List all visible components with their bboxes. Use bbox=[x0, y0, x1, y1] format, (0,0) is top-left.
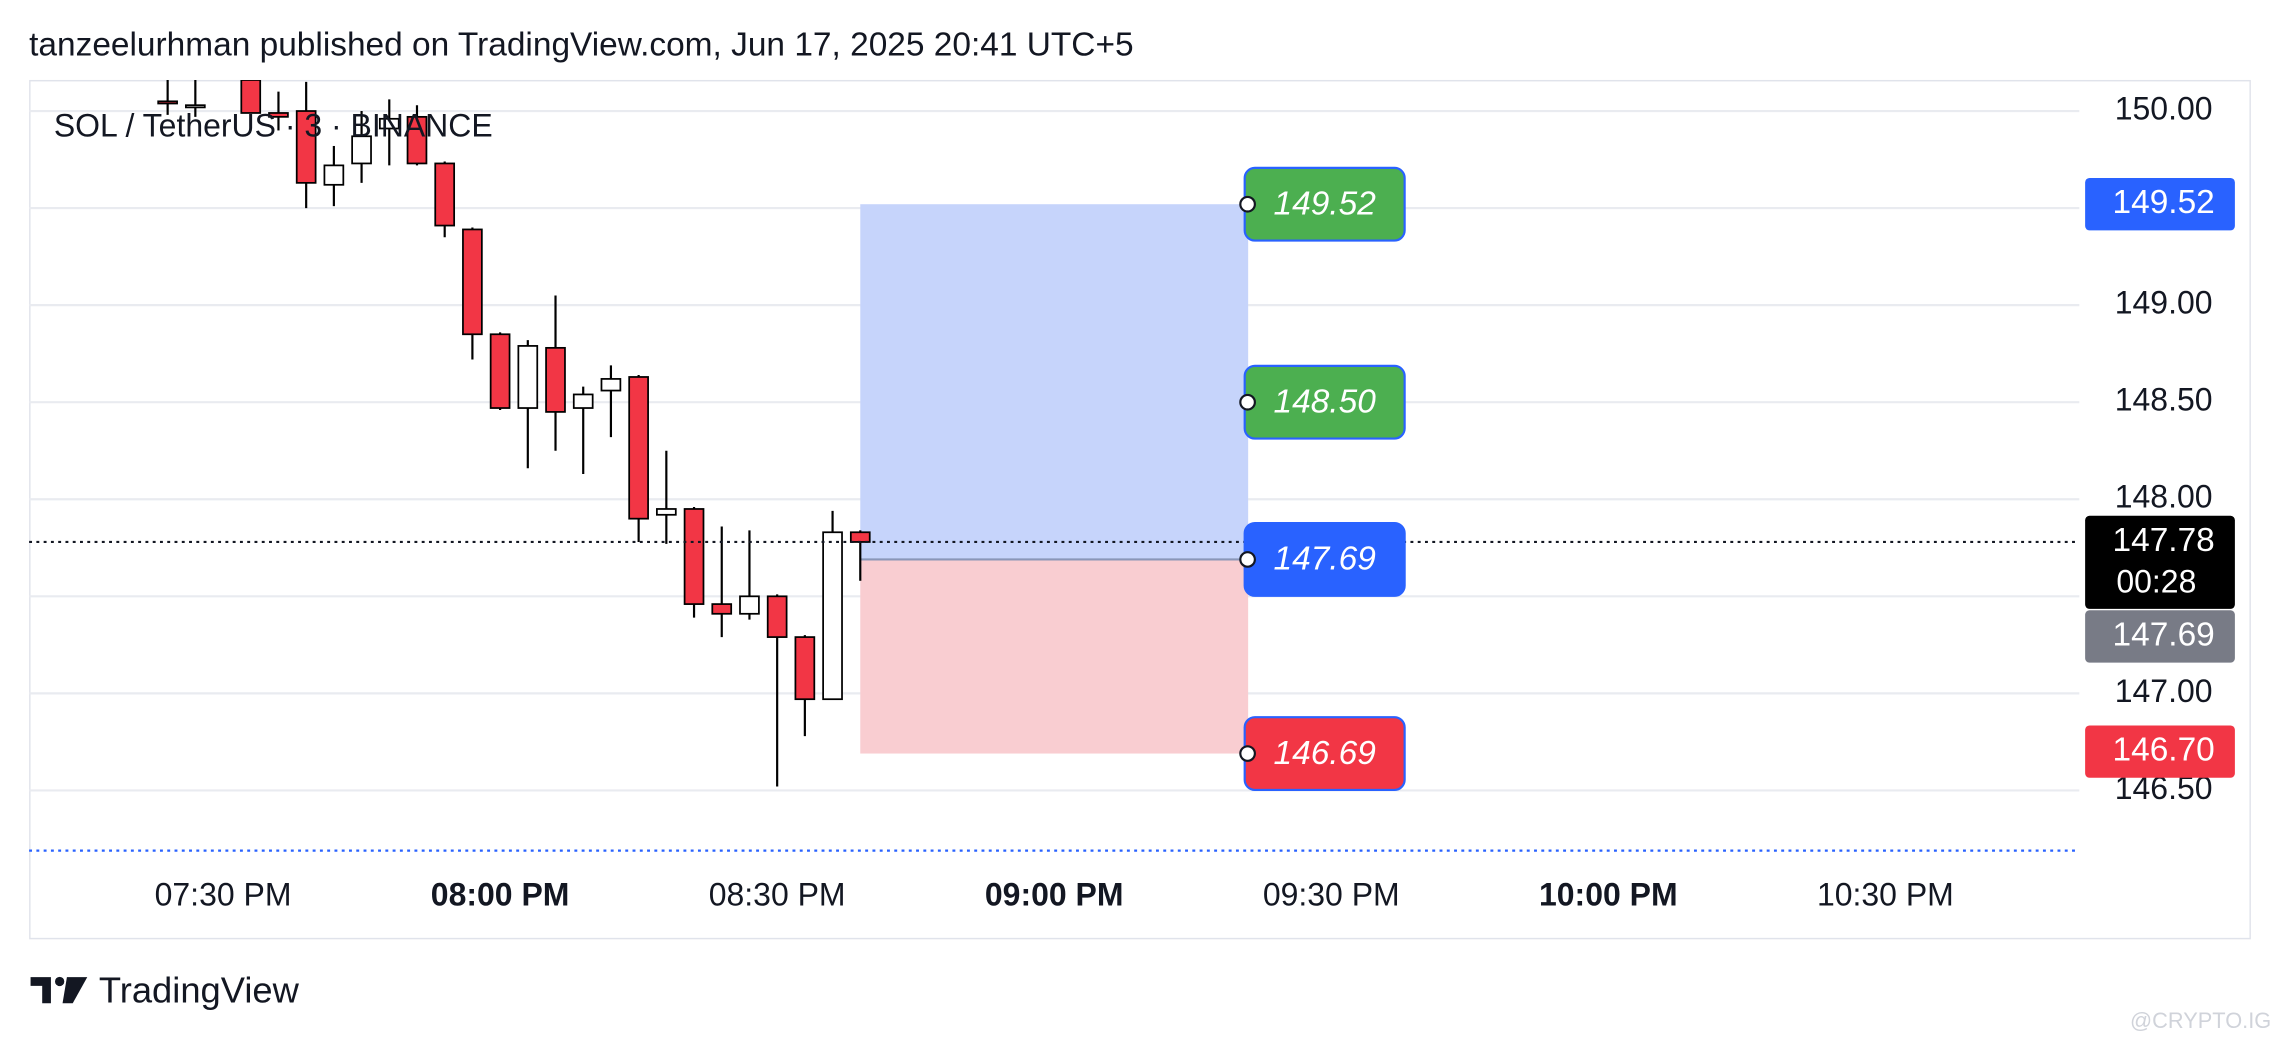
candle-body bbox=[683, 508, 705, 605]
level-handle[interactable] bbox=[1239, 745, 1256, 762]
candle-body bbox=[406, 115, 428, 165]
symbol-legend: SOL / TetherUS · 3 · BINANCE bbox=[54, 107, 493, 143]
price-badge-label: 149.52 bbox=[2113, 184, 2215, 221]
price-badge bbox=[2085, 725, 2235, 778]
overlay: 149.52 148.50 147.69 146.69 bbox=[29, 166, 2080, 791]
price-badge bbox=[2085, 178, 2235, 231]
candle-body bbox=[600, 378, 622, 392]
candle-body bbox=[822, 531, 843, 701]
candle-body bbox=[656, 508, 677, 516]
level-handle[interactable] bbox=[1239, 551, 1256, 568]
candle-body bbox=[185, 104, 206, 109]
x-tick-label: 10:00 PM bbox=[1539, 877, 1678, 913]
x-tick-label: 10:30 PM bbox=[1817, 877, 1954, 913]
candle-body bbox=[323, 164, 345, 186]
candle-body bbox=[517, 345, 539, 409]
candle-body bbox=[489, 333, 511, 409]
profit-zone bbox=[860, 204, 1249, 560]
chart-frame bbox=[29, 79, 2251, 940]
candle-body bbox=[351, 135, 372, 165]
level-handle[interactable] bbox=[1239, 195, 1256, 213]
y-tick-label: 150.00 bbox=[2115, 90, 2213, 126]
candle-body bbox=[157, 100, 178, 105]
candle-body bbox=[849, 531, 871, 543]
y-tick-label: 147.00 bbox=[2115, 673, 2213, 709]
level-label: 149.52 bbox=[1274, 185, 1377, 222]
price-badge bbox=[2085, 610, 2235, 663]
x-tick-label: 07:30 PM bbox=[155, 877, 292, 913]
level-label: 146.69 bbox=[1274, 735, 1376, 772]
candle-body bbox=[794, 636, 816, 701]
brand: TradingView bbox=[99, 970, 300, 1011]
candle-body bbox=[268, 112, 289, 118]
price-badge-label: 147.78 bbox=[2113, 522, 2215, 559]
price-badge-countdown: 00:28 bbox=[2116, 564, 2196, 600]
candle-body bbox=[295, 110, 317, 184]
y-tick-label: 148.50 bbox=[2115, 382, 2213, 418]
candle-body bbox=[739, 595, 760, 615]
candle-body bbox=[711, 603, 733, 615]
logo bbox=[30, 976, 88, 1004]
candle-body bbox=[462, 228, 483, 336]
x-tick-label: 09:30 PM bbox=[1263, 877, 1400, 913]
loss-zone bbox=[860, 559, 1249, 754]
candle-body bbox=[628, 376, 649, 520]
watermark: @CRYPTO.IG bbox=[2130, 1008, 2271, 1033]
level-label: 147.69 bbox=[1274, 541, 1376, 578]
grid bbox=[29, 109, 2080, 792]
candle-body bbox=[240, 79, 262, 114]
candle-body bbox=[572, 393, 594, 409]
price-badge-label: 146.70 bbox=[2113, 731, 2215, 768]
x-tick-label: 08:30 PM bbox=[709, 877, 846, 913]
level-handle[interactable] bbox=[1239, 393, 1256, 411]
header: tanzeelurhman published on TradingView.c… bbox=[29, 26, 1133, 63]
level-label: 148.50 bbox=[1274, 383, 1377, 420]
price-badge bbox=[2085, 515, 2235, 609]
y-tick-label: 149.00 bbox=[2115, 285, 2213, 321]
candle-body bbox=[434, 162, 456, 227]
x-tick-label: 09:00 PM bbox=[985, 877, 1124, 913]
y-tick-label: 148.00 bbox=[2115, 479, 2213, 515]
candle-body bbox=[545, 346, 566, 413]
price-badge-label: 147.69 bbox=[2113, 616, 2215, 653]
x-tick-label: 08:00 PM bbox=[431, 877, 570, 913]
candle-body bbox=[766, 595, 788, 638]
plot bbox=[157, 79, 1249, 787]
candle-body bbox=[378, 117, 400, 130]
